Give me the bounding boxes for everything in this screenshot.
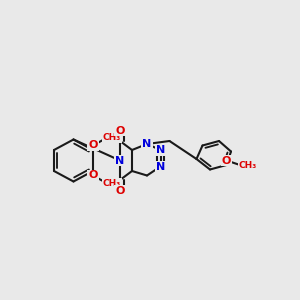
Text: O: O (115, 185, 125, 196)
Text: N: N (142, 139, 152, 149)
Text: O: O (222, 155, 231, 166)
Text: CH₃: CH₃ (238, 160, 256, 169)
Text: CH₃: CH₃ (103, 134, 121, 142)
Text: O: O (88, 170, 98, 181)
Text: O: O (88, 140, 98, 151)
Text: N: N (116, 155, 124, 166)
Text: N: N (156, 161, 165, 172)
Text: CH₃: CH₃ (103, 178, 121, 188)
Text: O: O (115, 125, 125, 136)
Text: N: N (156, 145, 165, 155)
